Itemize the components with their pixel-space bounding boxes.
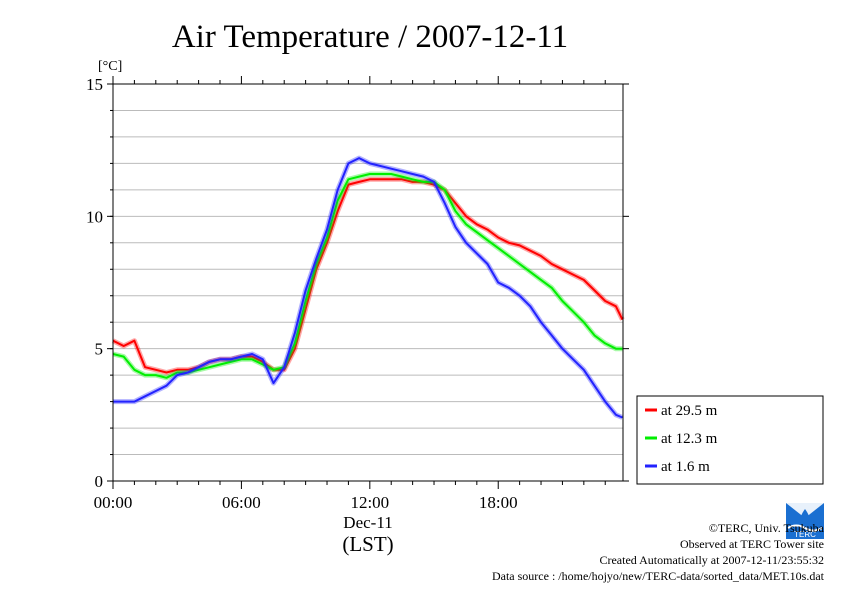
series-line-1 xyxy=(112,173,623,379)
series-line-2 xyxy=(113,157,623,419)
y-tick-label: 5 xyxy=(95,340,104,359)
legend: at 29.5 m at 12.3 m at 1.6 m xyxy=(645,403,718,475)
chart-title: Air Temperature / 2007-12-11 xyxy=(172,19,568,55)
series-halo-0 xyxy=(111,176,625,375)
legend-box xyxy=(636,395,824,485)
y-tick-label: 15 xyxy=(86,75,103,94)
observed-text: Observed at TERC Tower site xyxy=(679,537,824,551)
legend-label: at 1.6 m xyxy=(661,459,710,475)
y-ticks: 0 5 10 15 xyxy=(86,75,629,491)
x-axis-label: (LST) xyxy=(342,532,393,556)
x-tick-label: 00:00 xyxy=(94,493,133,512)
x-tick-label: 06:00 xyxy=(222,493,261,512)
x-ticks: 00:00 06:00 12:00 18:00 xyxy=(94,76,606,512)
created-text: Created Automatically at 2007-12-11/23:5… xyxy=(599,553,824,567)
y-axis-unit-label: [°C] xyxy=(98,59,122,74)
terc-logo-icon: TERC xyxy=(786,503,824,539)
x-tick-label: 12:00 xyxy=(350,493,389,512)
series-layer xyxy=(111,155,625,420)
source-text: Data source : /home/hojyo/new/TERC-data/… xyxy=(491,569,824,583)
x-axis-date-label: Dec-11 xyxy=(343,513,392,532)
copyright-text: ©TERC, Univ. Tsukuba xyxy=(708,521,824,535)
legend-label: at 29.5 m xyxy=(661,403,718,419)
x-tick-label: 18:00 xyxy=(479,493,518,512)
y-tick-label: 10 xyxy=(86,207,103,226)
logo-text: TERC xyxy=(794,530,816,539)
series-halo-1 xyxy=(112,171,623,381)
legend-label: at 12.3 m xyxy=(661,431,718,447)
y-tick-label: 0 xyxy=(95,472,104,491)
credits: ©TERC, Univ. Tsukuba Observed at TERC To… xyxy=(492,520,824,584)
grid xyxy=(113,109,623,456)
series-halo-2 xyxy=(113,155,624,420)
plot-frame xyxy=(112,83,624,482)
series-line-0 xyxy=(112,178,624,374)
